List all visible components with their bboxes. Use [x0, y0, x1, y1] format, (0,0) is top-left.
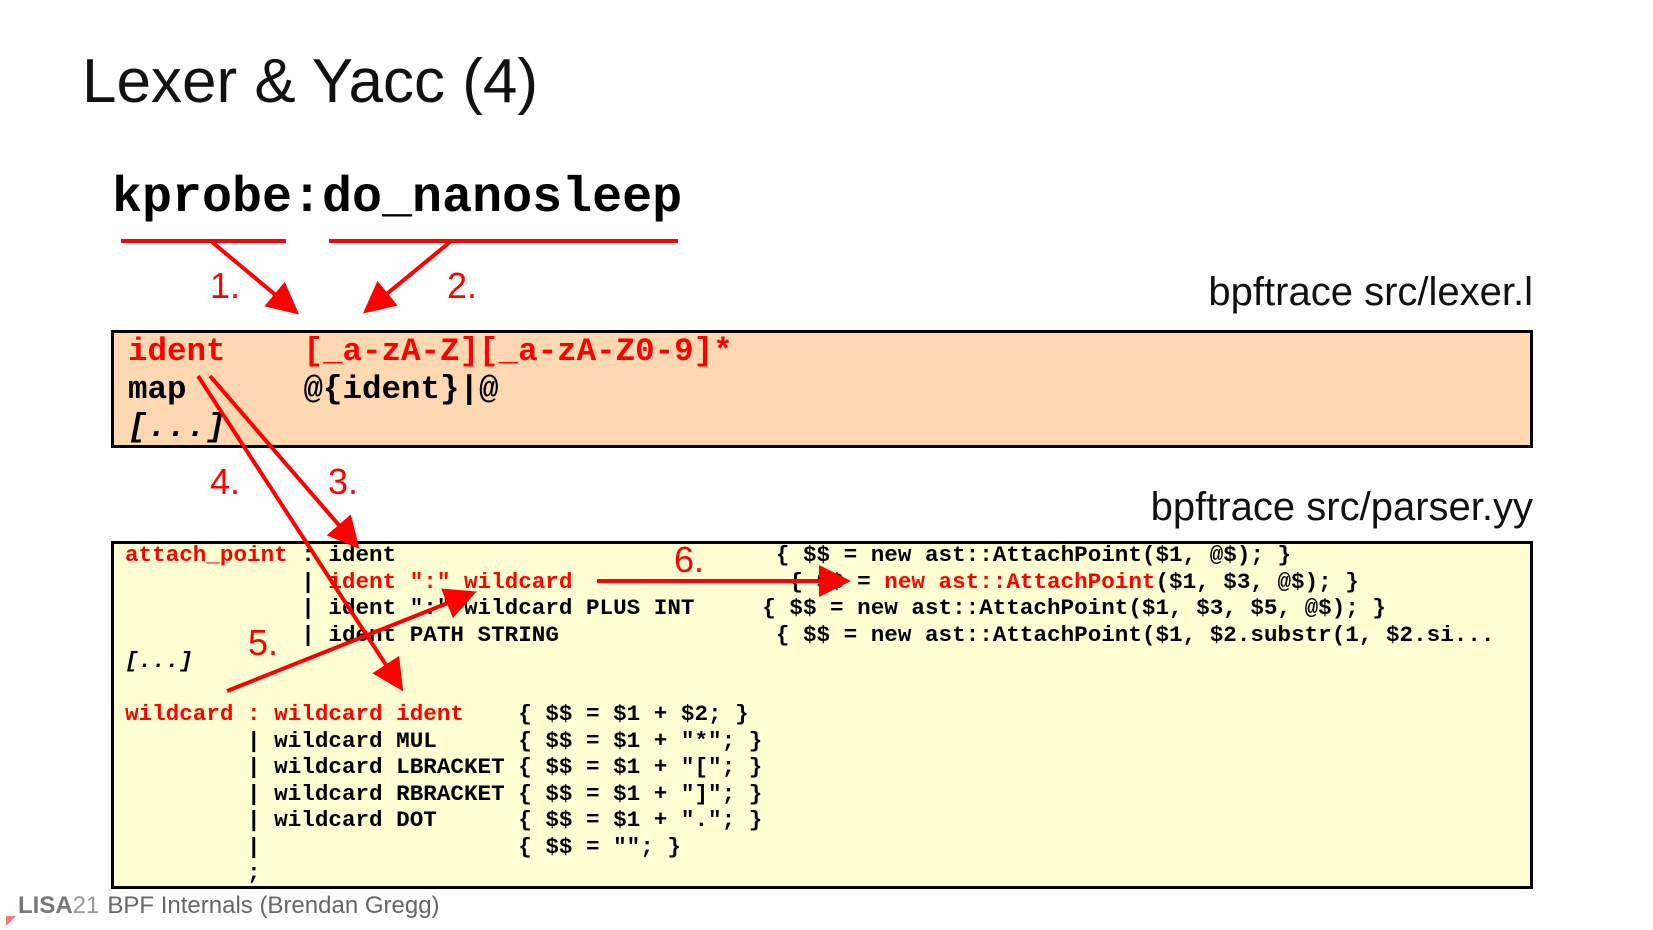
lexer-code: ident [_a-zA-Z][_a-zA-Z0-9]*map @{ident}|@… [128, 333, 733, 447]
code-token: { $$ = new ast::AttachPoint($1, $2.subst… [775, 621, 1495, 648]
code-token: | wildcard MUL [247, 727, 437, 754]
code-line: | ident ":" wildcard PLUS INT { $$ = new … [125, 595, 1494, 622]
code-token: [_a-zA-Z][_a-zA-Z0-9]* [303, 333, 733, 370]
code-line: | { $$ = ""; } [125, 834, 1494, 861]
code-token: | wildcard DOT [247, 807, 437, 833]
code-token: wildcard : wildcard ident [125, 701, 464, 727]
probe-function: do_nanosleep [322, 170, 683, 227]
code-token: { $$ = $1 + "*"; } [518, 727, 763, 754]
corner-mark [6, 916, 16, 926]
code-token: | wildcard RBRACKET { $$ = $1 + "]"; } [247, 780, 763, 807]
step-label-5: 5. [248, 622, 278, 663]
code-line: [...] [125, 648, 1494, 675]
code-token: { $$ = $1 + $2; } [518, 701, 749, 727]
parser-code: attach_point: ident{ $$ = new ast::Attac… [125, 542, 1494, 887]
step-label-4: 4. [210, 461, 240, 502]
step-label-3: 3. [328, 461, 358, 502]
parser-file-label: bpftrace src/parser.yy [1150, 485, 1533, 529]
code-line: | wildcard DOT { $$ = $1 + "."; } [125, 807, 1494, 834]
code-line: | ident ":" wildcard{ $$ = new ast::Attach… [125, 569, 1494, 596]
step-label-6: 6. [674, 539, 704, 580]
code-token: | ident ":" wildcard PLUS INT [301, 595, 695, 621]
parser-code-box: attach_point: ident{ $$ = new ast::Attac… [111, 541, 1533, 889]
code-line: wildcard : wildcard ident { $$ = $1 + $2;… [125, 701, 1494, 728]
code-token: new ast::AttachPoint [884, 568, 1156, 595]
probe-type: kprobe [112, 170, 293, 227]
code-line: [...] [128, 409, 733, 447]
arrow-4 [196, 374, 404, 692]
footer-year: 21 [72, 892, 100, 919]
code-line: | wildcard RBRACKET { $$ = $1 + "]"; } [125, 781, 1494, 808]
footer-text: BPF Internals (Brendan Gregg) [107, 892, 440, 919]
arrow-2 [362, 240, 452, 314]
arrow-1 [210, 240, 300, 315]
code-line: | wildcard MUL { $$ = $1 + "*"; } [125, 728, 1494, 755]
code-token: | [247, 833, 261, 860]
probe-example: kprobe:do_nanosleep [112, 170, 682, 227]
code-token: [...] [125, 648, 193, 674]
code-token: { $$ = new ast::AttachPoint($1, @$); } [775, 542, 1292, 568]
code-token: attach_point [125, 542, 288, 568]
code-token: | wildcard LBRACKET { $$ = $1 + "["; } [247, 754, 763, 780]
slide-title: Lexer & Yacc (4) [82, 47, 539, 116]
code-line: map @{ident}|@ [128, 371, 733, 409]
code-line: | ident PATH STRING{ $$ = new ast::Attac… [125, 622, 1494, 649]
step-label-2: 2. [447, 265, 477, 306]
arrow-5 [226, 588, 477, 693]
code-line: attach_point: ident{ $$ = new ast::Attac… [125, 542, 1494, 569]
code-token: | [301, 568, 315, 595]
step-label-1: 1. [210, 265, 240, 306]
lexer-file-label: bpftrace src/lexer.l [1208, 270, 1533, 314]
code-token: { $$ = new ast::AttachPoint($1, $3, $5, … [762, 595, 1386, 621]
lexer-code-box: ident [_a-zA-Z][_a-zA-Z0-9]*map @{ident}|@… [111, 330, 1533, 448]
code-line: | wildcard LBRACKET { $$ = $1 + "["; } [125, 754, 1494, 781]
code-line: ident [_a-zA-Z][_a-zA-Z0-9]* [128, 333, 733, 371]
code-line: ; [125, 860, 1494, 887]
code-token: ($1, $3, @$); } [1155, 568, 1359, 595]
footer: LISA21 BPF Internals (Brendan Gregg) [18, 892, 440, 920]
code-token: @{ident}|@ [303, 371, 499, 408]
arrow-3 [208, 374, 360, 550]
footer-brand: LISA [18, 892, 73, 919]
code-token: [...] [128, 409, 226, 446]
code-token: ; [247, 860, 261, 886]
code-token: { $$ = $1 + "."; } [518, 807, 763, 833]
probe-separator: : [292, 170, 323, 227]
code-token: ident [128, 333, 226, 370]
code-token: map [128, 371, 187, 408]
code-token: { $$ = ""; } [518, 833, 681, 860]
